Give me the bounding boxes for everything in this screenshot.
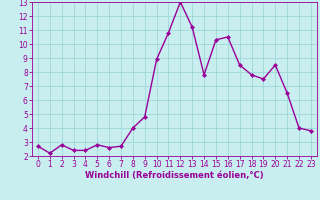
X-axis label: Windchill (Refroidissement éolien,°C): Windchill (Refroidissement éolien,°C): [85, 171, 264, 180]
